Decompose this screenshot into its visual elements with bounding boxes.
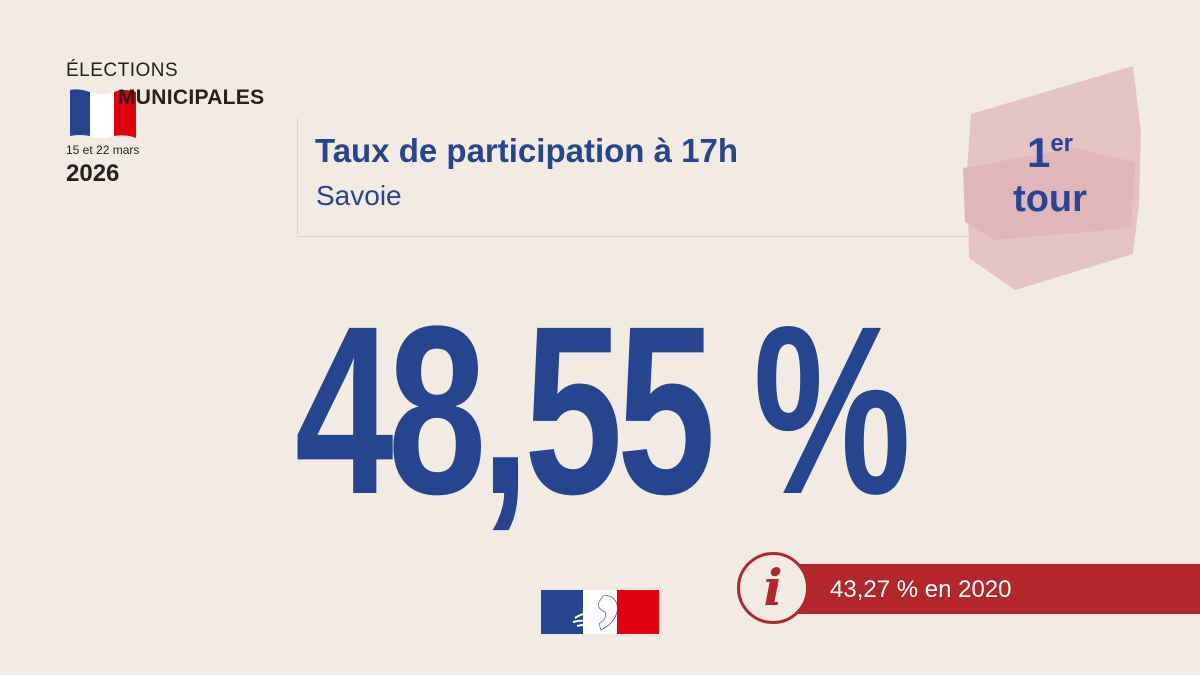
- french-flag-icon: [70, 89, 136, 138]
- participation-rate-value: 48,55 %: [294, 276, 911, 544]
- info-box: i 43,27 % en 2020: [737, 552, 1200, 624]
- marianne-logo: [541, 590, 659, 634]
- tour-number: 1: [1026, 129, 1051, 176]
- tour-word: tour: [1013, 178, 1087, 220]
- badge-background-shape: [963, 66, 1141, 290]
- info-text: 43,27 % en 2020: [830, 576, 1012, 603]
- title-block: Taux de participation à 17h Savoie: [297, 118, 968, 237]
- tour-superscript: er: [1050, 130, 1074, 157]
- elections-logo: ÉLECTIONS MUNICIPALES 15 et 22 mars 2026: [66, 60, 296, 190]
- info-bar: [767, 564, 1200, 614]
- logo-year-text: 2026: [66, 160, 120, 187]
- logo-dates-text: 15 et 22 mars: [66, 143, 140, 157]
- info-glyph: i: [763, 558, 783, 617]
- logo-municipales-text: MUNICIPALES: [118, 86, 265, 109]
- logo-elections-text: ÉLECTIONS: [66, 60, 179, 81]
- info-icon: i: [737, 552, 809, 624]
- tour-badge: 1er tour: [955, 62, 1145, 294]
- page-title: Taux de participation à 17h: [315, 132, 738, 169]
- tour-label: 1er tour: [955, 129, 1145, 220]
- page-subtitle: Savoie: [316, 180, 402, 211]
